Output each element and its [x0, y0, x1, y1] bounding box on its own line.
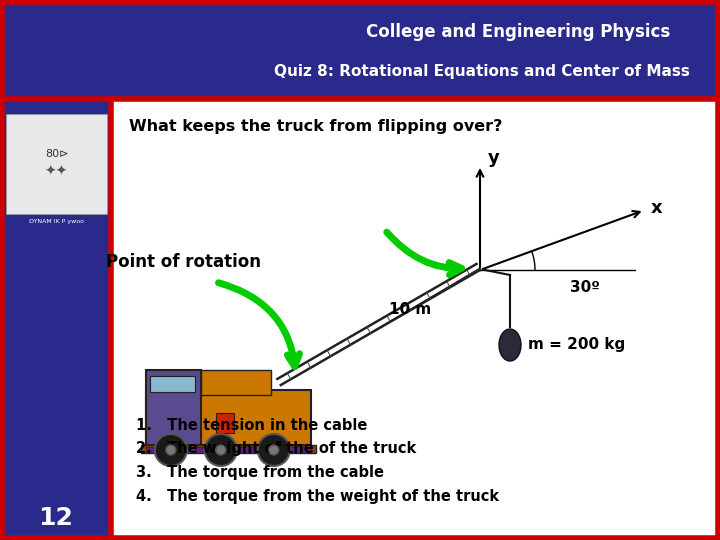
Text: x: x — [650, 199, 662, 217]
Text: Point of rotation: Point of rotation — [106, 253, 261, 271]
Text: Quiz 8: Rotational Equations and Center of Mass: Quiz 8: Rotational Equations and Center … — [274, 64, 690, 79]
Bar — [146, 370, 201, 445]
Text: 12: 12 — [38, 506, 73, 530]
Text: 1.   The tension in the cable: 1. The tension in the cable — [136, 417, 367, 433]
Bar — [150, 376, 195, 392]
Text: 10 m: 10 m — [390, 302, 431, 317]
Text: ✦✦: ✦✦ — [45, 165, 68, 179]
Circle shape — [155, 434, 186, 466]
Bar — [0, 0, 720, 99]
Text: College and Engineering Physics: College and Engineering Physics — [366, 23, 670, 40]
Text: DYNAM IK P ywoo: DYNAM IK P ywoo — [29, 219, 84, 225]
Bar — [0, 99, 720, 540]
Bar — [201, 370, 271, 395]
Circle shape — [216, 445, 226, 455]
Text: 80⊳: 80⊳ — [45, 149, 68, 159]
Circle shape — [204, 434, 237, 466]
Text: 2.   The weight of the of the truck: 2. The weight of the of the truck — [136, 442, 416, 456]
Ellipse shape — [499, 329, 521, 361]
Bar — [141, 445, 316, 453]
Text: 30º: 30º — [570, 280, 600, 295]
Text: m = 200 kg: m = 200 kg — [528, 338, 625, 353]
Text: y: y — [488, 149, 500, 167]
Circle shape — [269, 445, 279, 455]
Text: 4.   The torque from the weight of the truck: 4. The torque from the weight of the tru… — [136, 489, 499, 504]
Text: 3.   The torque from the cable: 3. The torque from the cable — [136, 465, 384, 481]
Text: What keeps the truck from flipping over?: What keeps the truck from flipping over? — [129, 119, 503, 134]
Bar — [146, 447, 311, 453]
Bar — [146, 390, 311, 445]
Bar — [6, 114, 107, 214]
Bar — [216, 413, 234, 433]
Circle shape — [166, 445, 176, 455]
Circle shape — [258, 434, 290, 466]
Bar — [0, 99, 111, 540]
